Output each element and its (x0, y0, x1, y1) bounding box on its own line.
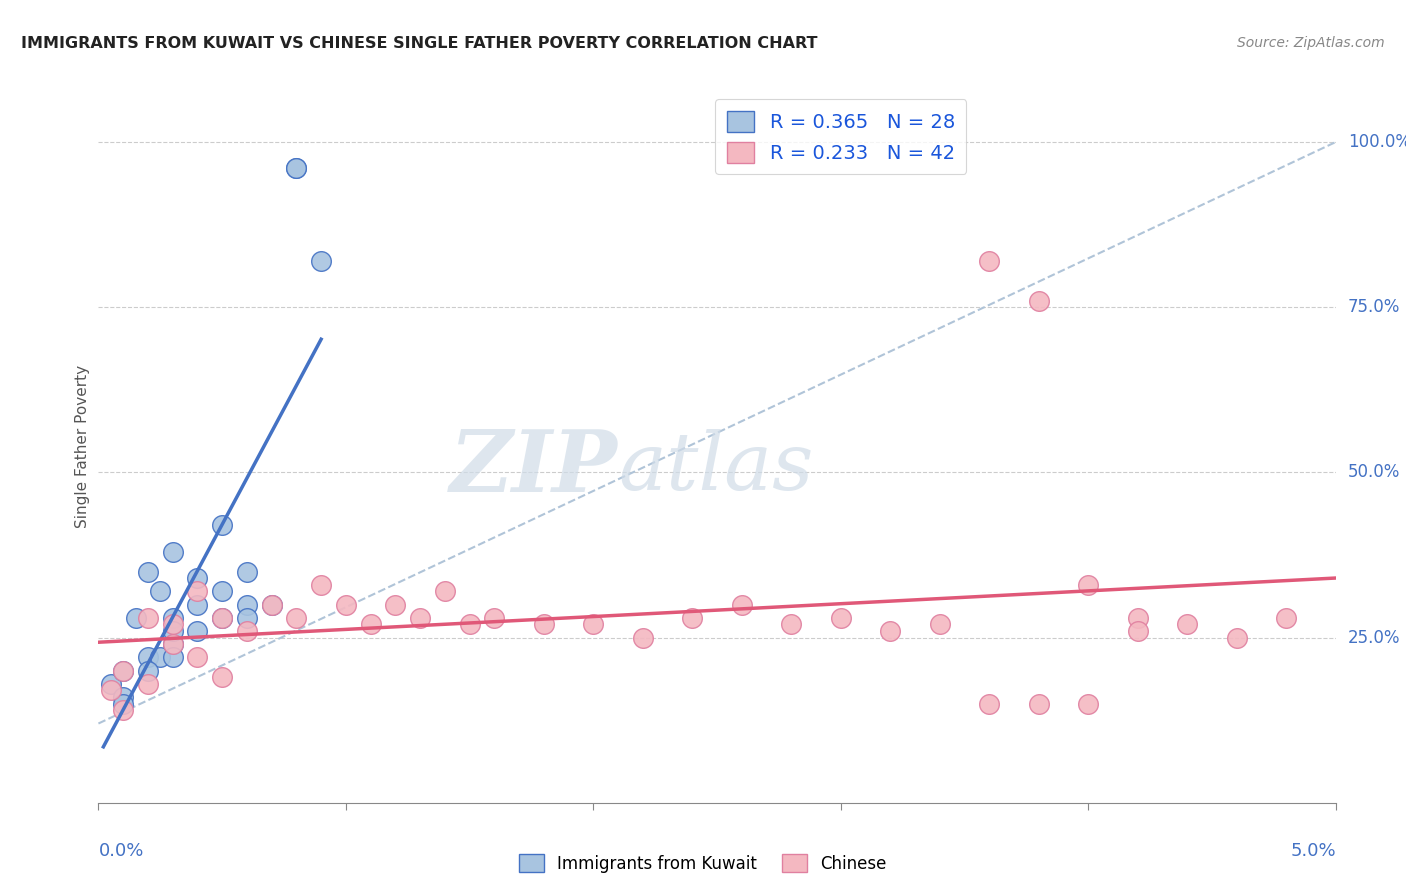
Point (186, 571, 208, 585)
Point (211, 670, 233, 684)
Point (162, 624, 184, 638)
Point (136, 677, 159, 691)
Point (162, 545, 184, 559)
Point (162, 637, 184, 651)
Point (979, 254, 1001, 268)
Point (309, 578, 332, 592)
Point (780, 617, 803, 632)
Legend: R = 0.365   N = 28, R = 0.233   N = 42: R = 0.365 N = 28, R = 0.233 N = 42 (716, 99, 966, 174)
Point (162, 617, 184, 632)
Point (186, 584, 208, 599)
Point (112, 664, 135, 678)
Point (162, 637, 184, 651)
Point (136, 611, 159, 625)
Point (1028, 293, 1050, 308)
Point (309, 254, 332, 268)
Point (285, 161, 308, 176)
Point (100, 683, 122, 698)
Point (533, 617, 555, 632)
Point (112, 664, 135, 678)
Text: 100.0%: 100.0% (1348, 133, 1406, 151)
Text: ZIP: ZIP (450, 425, 619, 509)
Point (928, 617, 950, 632)
Text: 25.0%: 25.0% (1348, 629, 1400, 647)
Text: IMMIGRANTS FROM KUWAIT VS CHINESE SINGLE FATHER POVERTY CORRELATION CHART: IMMIGRANTS FROM KUWAIT VS CHINESE SINGLE… (21, 36, 818, 51)
Point (1175, 617, 1198, 632)
Point (631, 631, 654, 645)
Point (582, 617, 605, 632)
Point (384, 598, 406, 612)
Point (484, 611, 506, 625)
Point (1275, 611, 1298, 625)
Point (162, 611, 184, 625)
Point (236, 611, 259, 625)
Point (260, 598, 283, 612)
Legend: Immigrants from Kuwait, Chinese: Immigrants from Kuwait, Chinese (512, 847, 894, 880)
Point (1077, 697, 1099, 711)
Point (112, 690, 135, 704)
Point (100, 677, 122, 691)
Point (136, 664, 159, 678)
Point (211, 611, 233, 625)
Y-axis label: Single Father Poverty: Single Father Poverty (75, 365, 90, 527)
Point (1077, 578, 1099, 592)
Point (458, 617, 481, 632)
Point (112, 703, 135, 717)
Point (433, 584, 456, 599)
Point (149, 650, 172, 665)
Point (124, 611, 146, 625)
Text: 50.0%: 50.0% (1348, 464, 1400, 482)
Point (879, 624, 901, 638)
Point (285, 161, 308, 176)
Point (211, 518, 233, 533)
Point (335, 598, 357, 612)
Point (1126, 624, 1149, 638)
Point (112, 697, 135, 711)
Point (260, 598, 283, 612)
Point (136, 565, 159, 579)
Point (830, 611, 852, 625)
Point (186, 650, 208, 665)
Point (236, 565, 259, 579)
Point (681, 611, 703, 625)
Point (1028, 697, 1050, 711)
Point (211, 584, 233, 599)
Point (149, 584, 172, 599)
Point (1126, 611, 1149, 625)
Text: 75.0%: 75.0% (1348, 298, 1400, 317)
Point (186, 598, 208, 612)
Point (162, 650, 184, 665)
Text: 5.0%: 5.0% (1291, 842, 1336, 860)
Point (136, 650, 159, 665)
Text: Source: ZipAtlas.com: Source: ZipAtlas.com (1237, 36, 1385, 50)
Point (409, 611, 432, 625)
Point (1226, 631, 1249, 645)
Point (186, 624, 208, 638)
Point (236, 624, 259, 638)
Text: atlas: atlas (619, 429, 814, 506)
Point (360, 617, 382, 632)
Point (979, 697, 1001, 711)
Point (211, 611, 233, 625)
Point (285, 611, 308, 625)
Point (236, 598, 259, 612)
Point (731, 598, 754, 612)
Text: 0.0%: 0.0% (98, 842, 143, 860)
